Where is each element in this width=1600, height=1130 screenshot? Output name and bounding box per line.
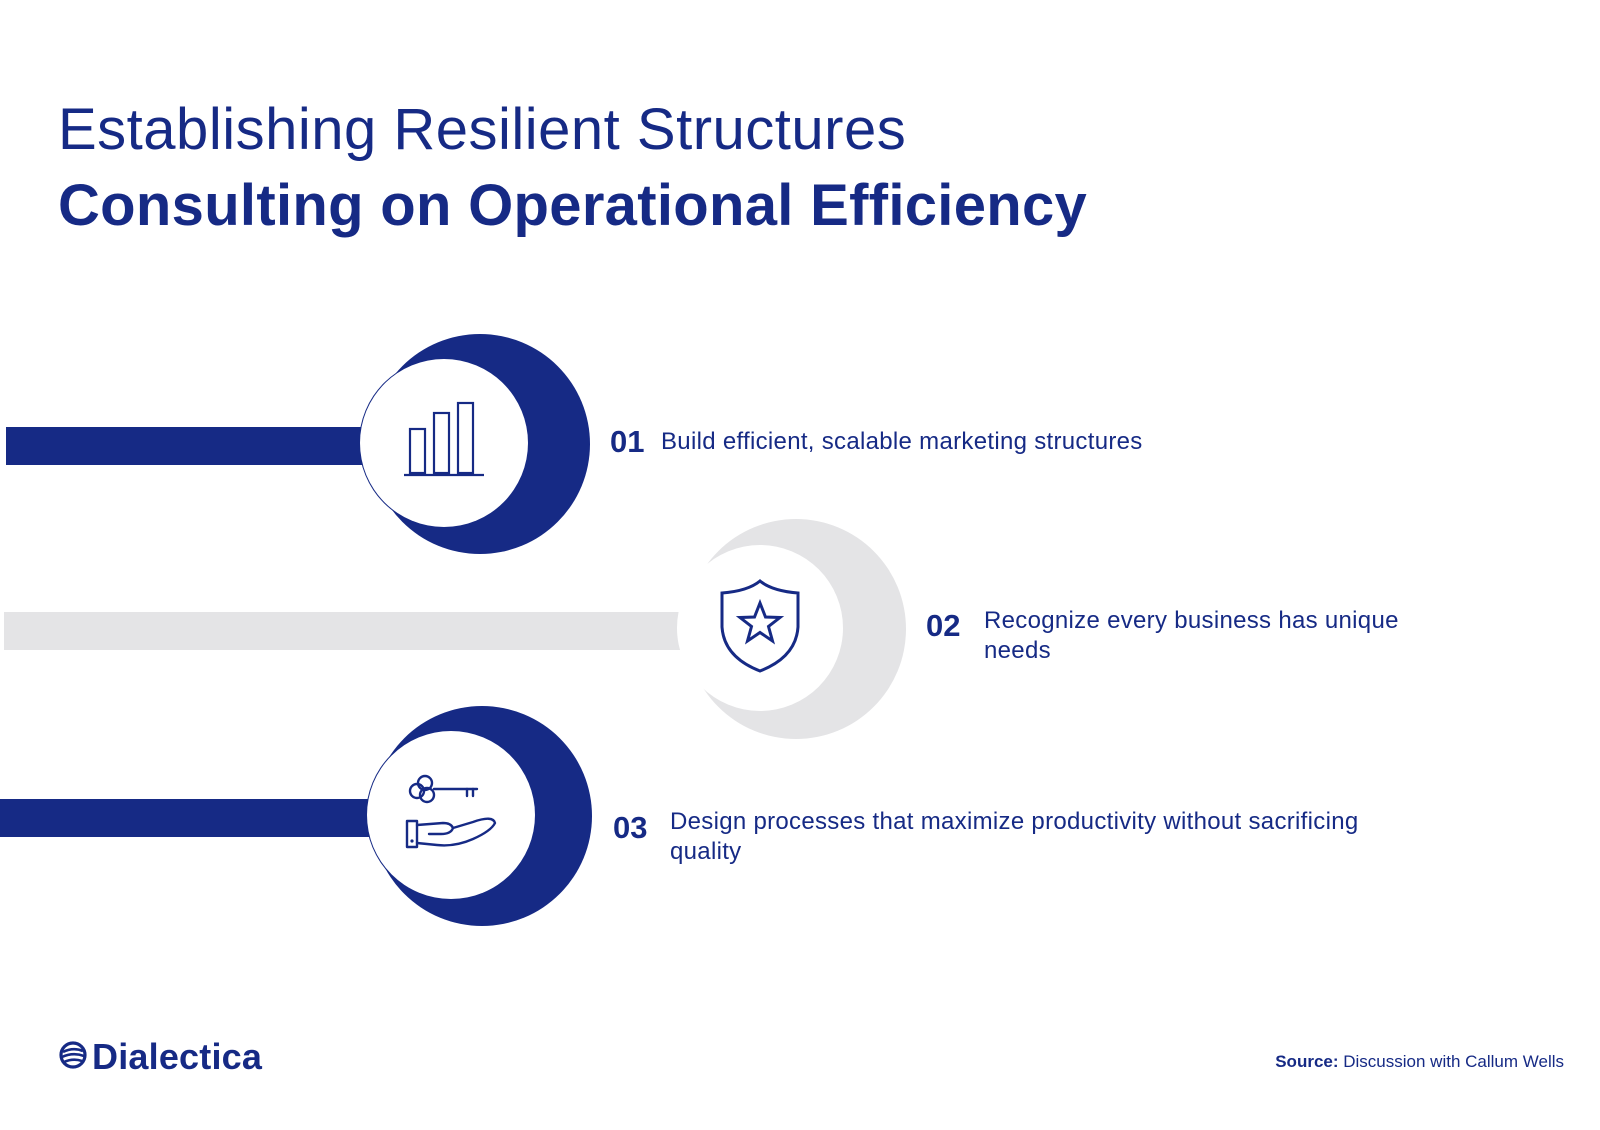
source-text: Discussion with Callum Wells: [1343, 1052, 1564, 1071]
step-1-icon-circle: [360, 359, 528, 527]
page-title: Establishing Resilient Structures: [58, 97, 907, 162]
globe-icon: [58, 1040, 88, 1075]
hand-key-icon: [403, 771, 499, 860]
dialectica-logo: Dialectica: [58, 1036, 262, 1078]
shield-star-icon: [718, 577, 802, 680]
source-label: Source:: [1275, 1052, 1339, 1071]
page-subtitle: Consulting on Operational Efficiency: [58, 173, 1088, 238]
step-1-bar: [6, 427, 406, 465]
logo-text: Dialectica: [92, 1036, 263, 1077]
step-1-number: 01: [610, 424, 645, 459]
source-note: Source: Discussion with Callum Wells: [1275, 1052, 1564, 1072]
step-3-bar: [0, 799, 410, 837]
step-2-bar: [4, 612, 724, 650]
step-2-text: Recognize every business has unique need…: [984, 607, 1399, 664]
bar-chart-icon: [402, 401, 486, 486]
step-3-text: Design processes that maximize productiv…: [670, 808, 1359, 865]
step-3-icon-circle: [367, 731, 535, 899]
step-2-number: 02: [926, 608, 961, 643]
step-2-icon-circle: [677, 545, 843, 711]
step-1-text: Build efficient, scalable marketing stru…: [661, 428, 1143, 455]
step-3-number: 03: [613, 810, 648, 845]
